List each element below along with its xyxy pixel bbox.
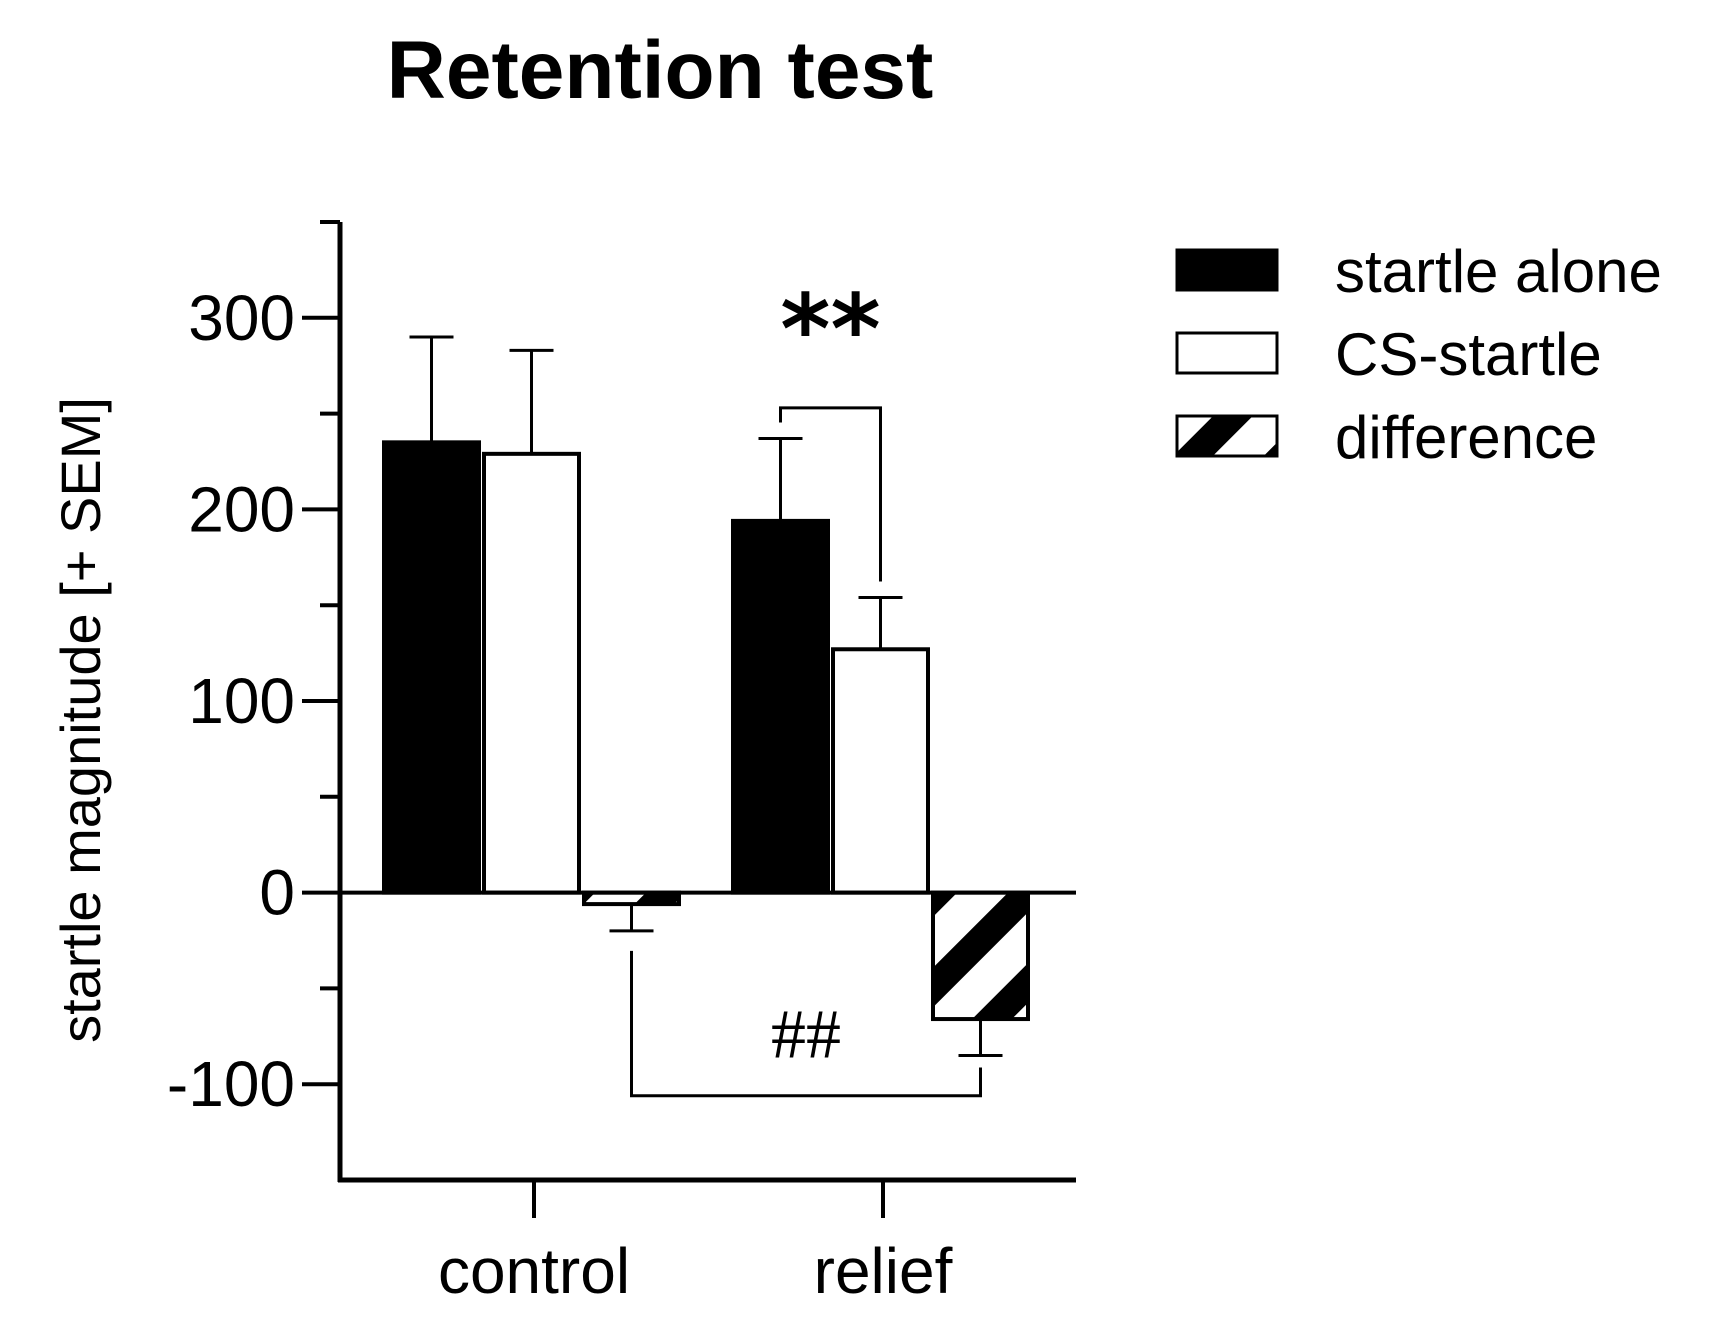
error-bar-relief-cs-startle xyxy=(858,596,903,650)
legend-item-cs-startle: CS-startle xyxy=(1175,321,1602,388)
error-bar-relief-startle-alone xyxy=(758,437,803,521)
y-tick-label-300: 300 xyxy=(188,282,295,354)
legend-label-cs-startle: CS-startle xyxy=(1335,321,1602,388)
legend-swatch-difference xyxy=(1175,414,1279,458)
significance-bracket-line xyxy=(630,950,982,1098)
legend-label-startle-alone: startle alone xyxy=(1335,238,1662,305)
bar-control-cs-startle xyxy=(482,451,581,895)
significance-hashes: ## xyxy=(771,996,841,1073)
y-tick-label-0: 0 xyxy=(259,857,295,929)
legend-item-difference: difference xyxy=(1175,404,1597,471)
significance-bracket-relief xyxy=(779,406,882,582)
legend: startle alone CS-startle difference xyxy=(1175,238,1662,471)
significance-stars: ** xyxy=(780,274,880,386)
error-bar-control-cs-startle xyxy=(509,348,554,454)
y-axis-label: startle magnitude [+ SEM] xyxy=(49,397,112,1043)
legend-item-startle-alone: startle alone xyxy=(1175,238,1662,305)
x-tick-label-relief: relief xyxy=(814,1235,953,1307)
error-bar-control-difference xyxy=(609,904,654,933)
y-tick-label-200: 200 xyxy=(188,473,295,545)
x-tick-label-control: control xyxy=(438,1235,630,1307)
bar-relief-startle-alone xyxy=(731,518,830,895)
y-tick-label-100: 100 xyxy=(188,665,295,737)
significance-bracket-line xyxy=(779,406,882,582)
chart-title: Retention test xyxy=(387,25,934,116)
bar-relief-cs-startle xyxy=(831,647,930,895)
y-tick-label-100: -100 xyxy=(167,1048,295,1120)
bar-control-startle-alone xyxy=(382,440,481,895)
legend-label-difference: difference xyxy=(1335,404,1597,471)
error-bar-relief-difference xyxy=(958,1019,1003,1057)
bar-relief-difference xyxy=(931,890,1030,1022)
significance-bracket-difference xyxy=(630,950,982,1098)
legend-swatch-cs-startle xyxy=(1175,331,1279,375)
legend-swatch-startle-alone xyxy=(1175,248,1279,292)
error-bar-control-startle-alone xyxy=(409,335,454,443)
